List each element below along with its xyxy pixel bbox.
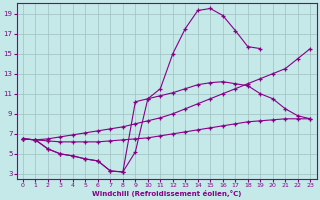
X-axis label: Windchill (Refroidissement éolien,°C): Windchill (Refroidissement éolien,°C) [92,190,241,197]
